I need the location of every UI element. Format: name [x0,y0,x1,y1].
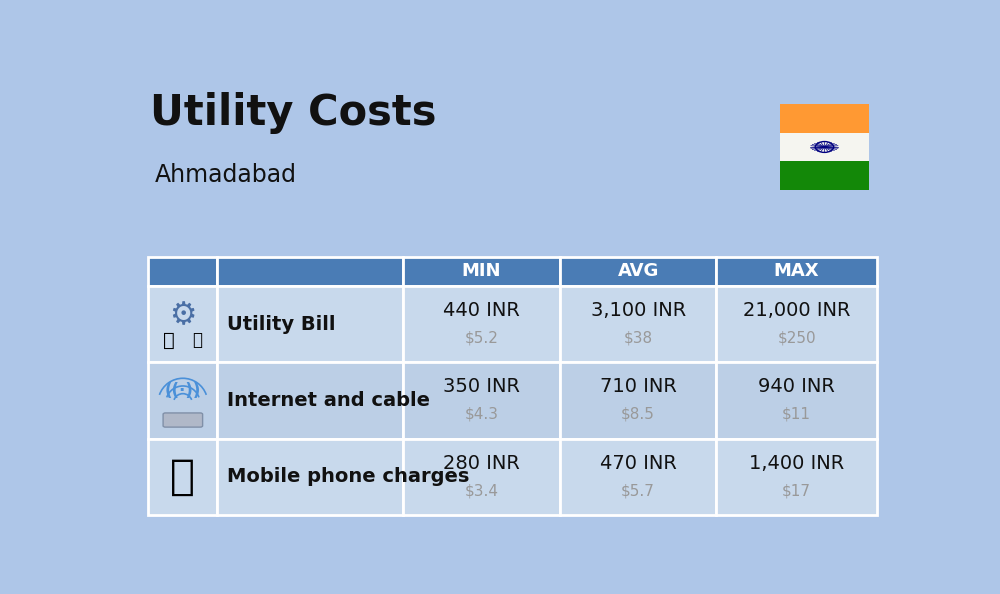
Text: $11: $11 [782,407,811,422]
FancyBboxPatch shape [560,286,716,362]
Text: 470 INR: 470 INR [600,454,677,473]
FancyBboxPatch shape [560,439,716,515]
Text: 📷: 📷 [192,331,202,349]
Text: AVG: AVG [617,263,659,280]
Text: MAX: MAX [774,263,819,280]
FancyBboxPatch shape [716,286,877,362]
Text: $3.4: $3.4 [465,483,499,498]
Text: Mobile phone charges: Mobile phone charges [227,467,469,486]
FancyBboxPatch shape [780,162,869,190]
FancyBboxPatch shape [403,362,560,439]
Text: 440 INR: 440 INR [443,301,520,320]
Text: $5.2: $5.2 [465,331,498,346]
FancyBboxPatch shape [148,439,217,515]
FancyBboxPatch shape [148,286,217,362]
Text: Utility Bill: Utility Bill [227,315,335,334]
FancyBboxPatch shape [217,439,403,515]
Text: $17: $17 [782,483,811,498]
FancyBboxPatch shape [560,257,716,286]
Text: 710 INR: 710 INR [600,377,677,396]
FancyBboxPatch shape [780,104,869,132]
Text: ((·)): ((·)) [165,383,201,400]
FancyBboxPatch shape [148,257,217,286]
Text: $4.3: $4.3 [465,407,499,422]
FancyBboxPatch shape [217,286,403,362]
Text: 3,100 INR: 3,100 INR [591,301,686,320]
FancyBboxPatch shape [403,439,560,515]
FancyBboxPatch shape [217,257,403,286]
Text: 940 INR: 940 INR [758,377,835,396]
Text: Utility Costs: Utility Costs [150,92,436,134]
Text: 🔌: 🔌 [163,331,175,350]
FancyBboxPatch shape [403,286,560,362]
Text: 📱: 📱 [170,456,195,498]
Text: ⚙: ⚙ [169,301,197,330]
Text: Ahmadabad: Ahmadabad [154,163,296,187]
Text: Internet and cable: Internet and cable [227,391,430,410]
FancyBboxPatch shape [560,362,716,439]
Text: $5.7: $5.7 [621,483,655,498]
Text: 1,400 INR: 1,400 INR [749,454,844,473]
FancyBboxPatch shape [716,362,877,439]
Text: $38: $38 [624,331,653,346]
FancyBboxPatch shape [403,257,560,286]
FancyBboxPatch shape [716,439,877,515]
FancyBboxPatch shape [163,413,203,427]
Text: MIN: MIN [462,263,501,280]
Text: 280 INR: 280 INR [443,454,520,473]
FancyBboxPatch shape [780,132,869,162]
FancyBboxPatch shape [148,362,217,439]
Text: $8.5: $8.5 [621,407,655,422]
FancyBboxPatch shape [716,257,877,286]
Text: 350 INR: 350 INR [443,377,520,396]
FancyBboxPatch shape [217,362,403,439]
Text: $250: $250 [777,331,816,346]
Text: 21,000 INR: 21,000 INR [743,301,850,320]
